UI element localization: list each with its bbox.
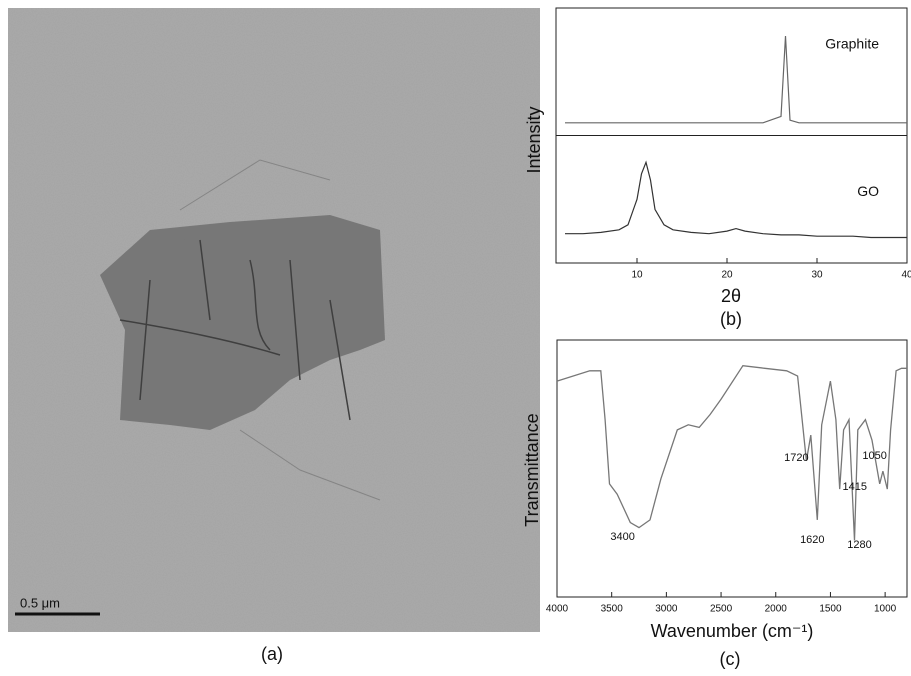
peak-label: 1620 [800,534,824,546]
series-label: GO [857,183,879,199]
series-label: Graphite [825,36,879,52]
peak-label: 1415 [842,481,866,493]
x-tick-label: 40 [901,270,911,281]
caption: (c) [720,649,741,669]
y-label: Transmittance [522,413,542,526]
plot-frame [556,339,908,598]
x-tick-label: 10 [631,270,643,281]
x-tick-label: 2000 [765,604,788,615]
x-tick-label: 20 [721,270,733,281]
x-tick-label: 30 [811,270,823,281]
peak-label: 1280 [847,539,871,551]
peak-label: 1720 [784,452,808,464]
y-label: Intensity [524,106,544,173]
x-tick-label: 4000 [546,604,569,615]
xrd-line [565,35,907,124]
x-tick-label: 3000 [655,604,678,615]
x-tick-label: 1000 [874,604,897,615]
peak-label: 3400 [610,531,634,543]
panel-frame [555,135,908,264]
peak-label: 1050 [862,450,886,462]
x-tick-label: 1500 [819,604,842,615]
panel-frame [555,7,908,136]
tem-image: 0.5 μm [8,8,540,632]
x-tick-label: 3500 [601,604,624,615]
ftir-line [556,365,907,541]
x-label: Wavenumber (cm⁻¹) [651,621,814,641]
xrd-line [565,160,907,239]
x-label: 2θ [721,286,741,306]
x-tick-label: 2500 [710,604,733,615]
caption: (a) [261,644,283,664]
caption: (b) [720,309,742,329]
scale-label: 0.5 μm [20,595,60,610]
